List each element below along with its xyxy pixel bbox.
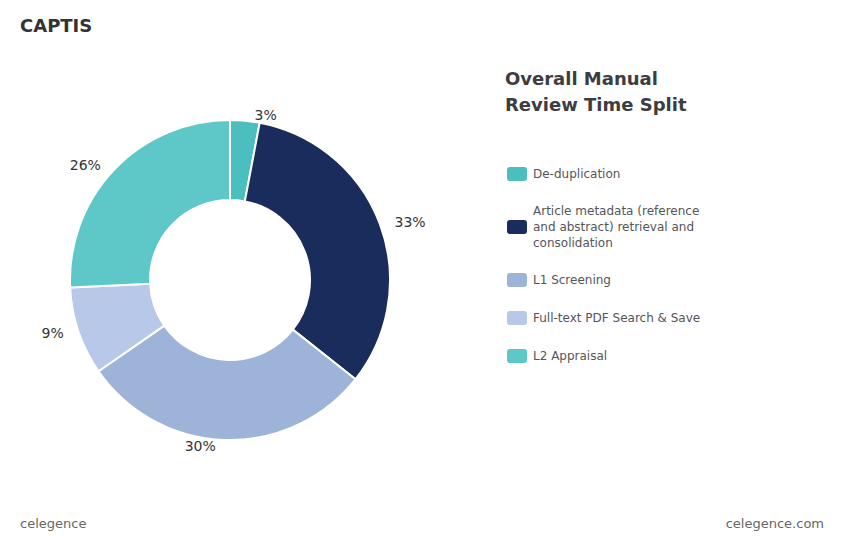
svg-text:Article metadata (reference: Article metadata (reference [533,204,699,218]
svg-text:Review Time Split: Review Time Split [505,94,687,115]
svg-text:celegence: celegence [20,516,86,531]
svg-text:consolidation: consolidation [533,236,613,250]
svg-text:CAPTIS: CAPTIS [20,15,92,36]
svg-text:and abstract) retrieval and: and abstract) retrieval and [533,220,694,234]
svg-text:Full-text PDF Search & Save: Full-text PDF Search & Save [533,311,700,325]
svg-text:26%: 26% [70,157,101,173]
svg-text:33%: 33% [394,214,425,230]
svg-text:Overall Manual: Overall Manual [505,68,658,89]
svg-text:L1 Screening: L1 Screening [533,273,611,287]
svg-text:3%: 3% [254,107,276,123]
svg-text:L2 Appraisal: L2 Appraisal [533,349,607,363]
svg-text:9%: 9% [42,325,64,341]
svg-text:De-duplication: De-duplication [533,167,620,181]
svg-text:celegence.com: celegence.com [726,516,824,531]
svg-text:30%: 30% [185,438,216,454]
